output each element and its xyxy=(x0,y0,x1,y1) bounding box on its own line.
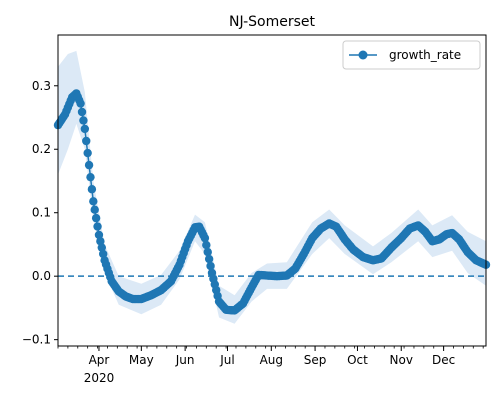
legend-box xyxy=(342,40,481,70)
growth-rate-point xyxy=(94,230,104,240)
x-tick-label: May xyxy=(129,353,154,367)
y-tick-label: 0.1 xyxy=(32,206,51,220)
plot-frame xyxy=(57,34,487,347)
chart-title: NJ-Somerset xyxy=(229,14,316,30)
x-tick-label: Sep xyxy=(304,353,327,367)
growth-rate-point xyxy=(80,124,90,134)
legend-marker-swatch xyxy=(358,50,368,60)
growth-rate-series-layer xyxy=(53,89,491,315)
growth-rate-point xyxy=(87,185,97,194)
y-tick-label: −0.1 xyxy=(22,333,51,347)
x-year-label: 2020 xyxy=(84,371,115,385)
growth-rate-point xyxy=(97,243,106,252)
growth-rate-point xyxy=(204,254,214,264)
growth-rate-point xyxy=(96,237,105,246)
growth-rate-point xyxy=(77,107,87,117)
growth-rate-point xyxy=(82,136,91,146)
x-tick-label: Aug xyxy=(260,353,283,367)
axes-layer: −0.1 0.0 0.1 0.2 0.3 Apr May Jun Jul Aug Sep Oct Nov… xyxy=(22,34,487,385)
x-tick-label: Apr xyxy=(89,353,110,367)
x-tick-label: Dec xyxy=(432,353,455,367)
growth-rate-point xyxy=(79,116,88,125)
legend: growth_rate xyxy=(342,40,481,70)
x-tick-label: Jun xyxy=(175,353,195,367)
x-tick-label: Oct xyxy=(347,353,368,367)
growth-rate-point xyxy=(91,213,101,223)
growth-rate-point xyxy=(84,160,94,170)
growth-rate-point xyxy=(203,247,212,257)
growth-rate-point xyxy=(99,249,108,259)
y-tick-label: 0.0 xyxy=(32,269,51,283)
growth-rate-point xyxy=(202,240,211,250)
growth-rate-point xyxy=(83,148,92,158)
x-tick-label: Jul xyxy=(219,353,234,367)
y-tick-label: 0.3 xyxy=(32,79,51,93)
growth-rate-point xyxy=(89,197,98,206)
growth-rate-point xyxy=(86,172,95,182)
growth-rate-point xyxy=(200,233,210,243)
growth-rate-point xyxy=(206,261,215,271)
confidence-band-layer xyxy=(58,50,486,324)
x-tick-label: Nov xyxy=(390,353,413,367)
legend-label: growth_rate xyxy=(389,48,461,62)
confidence-band xyxy=(58,50,486,324)
growth-rate-point xyxy=(90,205,99,214)
growth-rate-point xyxy=(93,222,102,231)
growth-rate-point xyxy=(76,99,85,108)
y-tick-label: 0.2 xyxy=(32,142,51,156)
